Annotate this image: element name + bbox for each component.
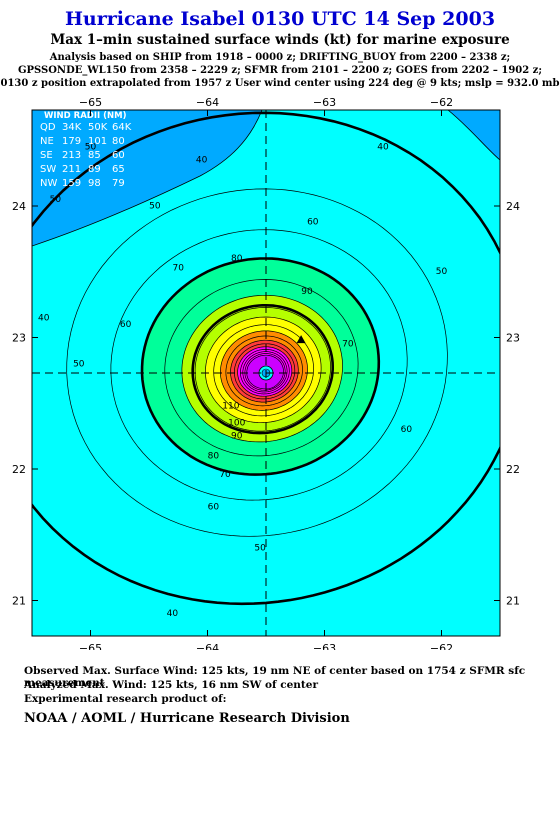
fill-lt40-northwest [32, 110, 262, 246]
wind-radii-cell: 211 [62, 164, 81, 175]
wind-radii-row-NW: NW 159 98 79 [40, 178, 125, 189]
y-tick-label-right: 23 [506, 331, 520, 344]
y-tick-label-right: 21 [506, 594, 520, 607]
contour-label-50: 50 [50, 195, 62, 205]
wind-radii-row-SW: SW 211 89 65 [40, 164, 125, 175]
contour-label-60: 60 [120, 320, 132, 330]
contour-40-northeast [447, 110, 500, 161]
x-tick-label-bottom: −65 [79, 642, 102, 650]
contour-label-50: 50 [254, 543, 266, 553]
contour-label-70: 70 [219, 470, 231, 480]
observed-max-wind-marker [296, 335, 306, 344]
x-tick-label-bottom: −64 [196, 642, 219, 650]
analyzed-max-wind-note: Analyzed Max. Wind: 125 kts, 16 nm SW of… [24, 679, 318, 691]
contour-label-60: 60 [208, 503, 220, 513]
x-tick-label-bottom: −62 [430, 642, 453, 650]
contour-label-80: 80 [208, 451, 220, 461]
x-tick-label-top: −65 [79, 96, 102, 109]
contour-85kt [225, 335, 303, 407]
contour-label-100: 100 [228, 418, 245, 428]
contour-label-layer: 40 40 40 40 50 50 50 50 50 50 60 60 60 60 70 70 70 80 80 90… [38, 142, 448, 619]
observed-max-triangle-icon [296, 335, 306, 344]
wind-radii-cell: 85 [88, 150, 101, 161]
wind-radii-cell: NW [40, 178, 57, 189]
x-tick-label-top: −62 [430, 96, 453, 109]
observed-max-wind-note: Observed Max. Surface Wind: 125 kts, 19 … [24, 665, 526, 689]
contour-label-60: 60 [307, 217, 319, 227]
wind-radii-cell: 98 [88, 178, 101, 189]
wind-radii-cell: 60 [112, 150, 125, 161]
y-tick-label-left: 23 [12, 331, 26, 344]
contour-label-70: 70 [173, 263, 185, 273]
y-tick-label-left: 21 [12, 594, 26, 607]
x-tick-label-bottom: −63 [313, 642, 336, 650]
contour-40-northwest [32, 110, 263, 247]
wind-contour-chart: 40 40 40 40 50 50 50 50 50 50 60 60 60 60 70 70 70 80 80 90… [12, 96, 520, 650]
contour-label-40: 40 [196, 155, 208, 165]
x-tick-label-top: −63 [313, 96, 336, 109]
contour-label-90: 90 [301, 287, 313, 297]
contour-label-60: 60 [401, 425, 413, 435]
wind-radii-col-64K: 64K [112, 122, 132, 133]
plot-frame [31, 109, 501, 637]
contour-label-40: 40 [167, 609, 179, 619]
wind-radii-header: QD 34K 50K 64K [40, 122, 132, 133]
contour-34kt [32, 111, 500, 606]
y-tick-label-right: 24 [506, 200, 520, 213]
analysis-line-2: GPSSONDE_WL150 from 2358 – 2229 z; SFMR … [17, 65, 543, 76]
wind-radii-title: WIND RADII (NM) [44, 111, 127, 121]
chart-title: Hurricane Isabel 0130 UTC 14 Sep 2003 [64, 8, 496, 30]
contour-75kt [213, 324, 314, 417]
credit-line: NOAA / AOML / Hurricane Research Divisio… [24, 711, 350, 726]
analysis-line-3: 0130 z position extrapolated from 1957 z… [0, 78, 560, 89]
y-tick-label-right: 22 [506, 463, 520, 476]
contour-100kt [237, 346, 293, 397]
wind-radii-cell: 65 [112, 164, 125, 175]
wind-radii-cell: 213 [62, 150, 81, 161]
wind-radii-col-50K: 50K [88, 122, 108, 133]
center-crosshair [32, 110, 500, 636]
wind-radii-cell: 80 [112, 136, 125, 147]
contour-label-90: 90 [231, 432, 243, 442]
contour-label-50: 50 [149, 201, 161, 211]
wind-radii-cell: NE [40, 136, 54, 147]
contour-label-70: 70 [342, 340, 354, 350]
contour-label-80: 80 [231, 254, 243, 264]
wind-radii-table: WIND RADII (NM)QD 34K 50K 64K NE 179 101 80 SE 21… [40, 111, 132, 189]
axis-ticks: −65 −65 −64 −64 −63 −63 −62 −62 21 21 22 22 23 23 24 24 [12, 96, 520, 650]
x-tick-label-top: −64 [196, 96, 219, 109]
wind-radii-cell: 79 [112, 178, 125, 189]
contour-40kt [66, 188, 448, 537]
wind-radii-cell: 101 [88, 136, 107, 147]
wind-radii-col-34K: 34K [62, 122, 82, 133]
analysis-line-1: Analysis based on SHIP from 1918 – 0000 … [49, 52, 511, 63]
wind-radii-row-SE: SE 213 85 60 [40, 150, 125, 161]
contour-label-40: 40 [38, 313, 50, 323]
wind-radii-row-NE: NE 179 101 80 [40, 136, 125, 147]
contour-label-40: 40 [377, 142, 389, 152]
y-tick-label-left: 24 [12, 200, 26, 213]
contour-label-50: 50 [85, 142, 97, 152]
wind-radii-cell: SW [40, 164, 56, 175]
contour-label-110: 110 [222, 401, 239, 411]
wind-radii-cell: 159 [62, 178, 81, 189]
wind-radii-cell: 179 [62, 136, 81, 147]
contour-label-50: 50 [73, 359, 85, 369]
chart-subtitle: Max 1–min sustained surface winds (kt) f… [50, 32, 510, 48]
experimental-note: Experimental research product of: [24, 693, 227, 705]
wind-radii-cell: 89 [88, 164, 101, 175]
contour-label-50: 50 [436, 267, 448, 277]
wind-radii-col-QD: QD [40, 122, 56, 133]
wind-radii-cell: SE [40, 150, 53, 161]
y-tick-label-left: 22 [12, 463, 26, 476]
